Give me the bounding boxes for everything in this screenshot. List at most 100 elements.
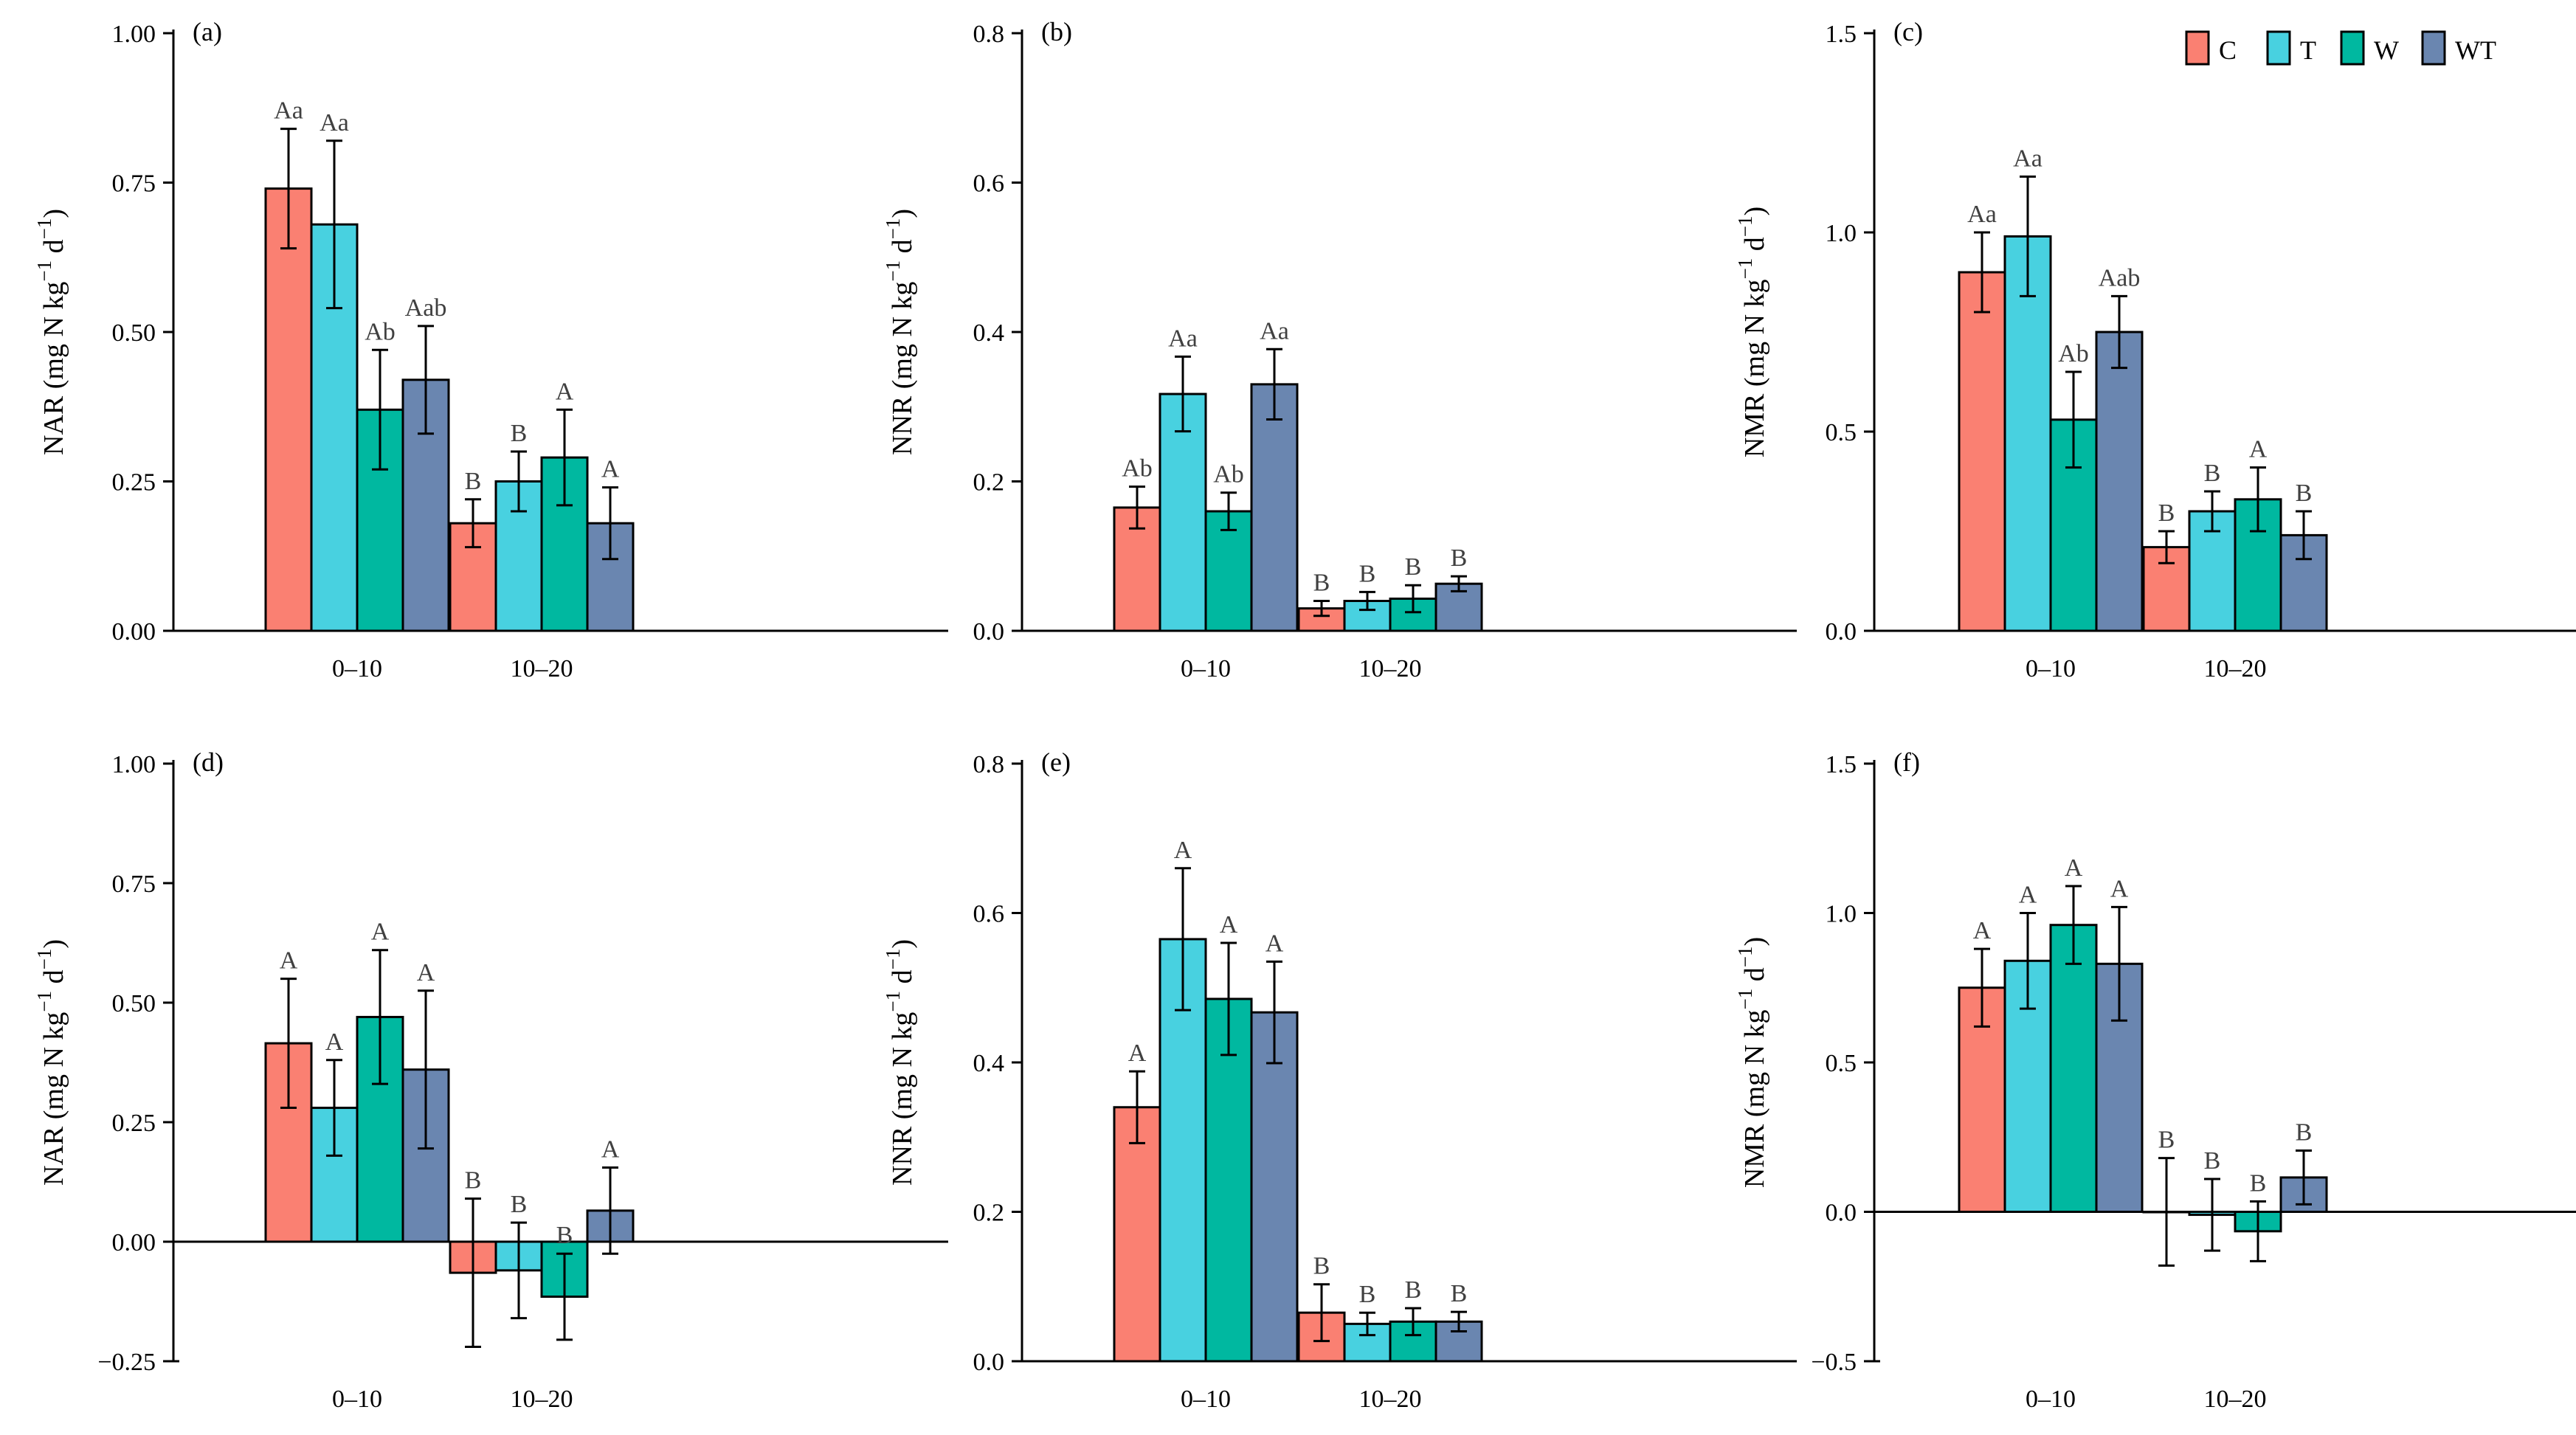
significance-letter: A <box>601 1136 620 1163</box>
significance-letter: Aa <box>1260 317 1289 345</box>
y-tick-label: 0.50 <box>112 319 156 347</box>
significance-letter: B <box>2204 1147 2221 1175</box>
significance-letter: A <box>2249 436 2268 463</box>
y-tick-label: 0.5 <box>1826 1050 1857 1077</box>
panel-label: (b) <box>1041 17 1072 46</box>
bar-C-depth-0-10 <box>264 187 313 632</box>
significance-letter: A <box>325 1028 344 1056</box>
x-tick-label: 0–10 <box>332 1386 382 1413</box>
x-tick-label: 0–10 <box>332 655 382 682</box>
x-tick-label: 0–10 <box>1181 1386 1231 1413</box>
significance-letter: A <box>2019 882 2037 909</box>
panel-b: 0.0 0.2 0.4 0.6 0.8 NNR (mg N kg−1 d−1) (b) Ab A… <box>882 17 1797 682</box>
significance-letter: B <box>2250 1169 2267 1197</box>
significance-letter: B <box>511 420 528 447</box>
y-tick-label: 0.4 <box>973 319 1005 347</box>
significance-letter: A <box>1220 911 1238 938</box>
y-tick-label: 0.25 <box>112 469 156 497</box>
bar-C-depth-0-10 <box>1113 1106 1161 1363</box>
panel-label: (a) <box>193 17 222 46</box>
y-axis-title: NAR (mg N kg−1 d−1) <box>33 209 69 455</box>
y-axis-title: NMR (mg N kg−1 d−1) <box>1734 207 1770 457</box>
y-tick-label: 0.50 <box>112 990 156 1017</box>
x-tick-label: 10–20 <box>1359 1386 1422 1413</box>
y-tick-label: 0.8 <box>973 21 1005 48</box>
significance-letter: B <box>556 1222 573 1249</box>
panel-label: (c) <box>1893 17 1923 46</box>
panel-a: 0.00 0.25 0.50 0.75 1.00 NAR (mg N kg−1 d−1) (… <box>33 17 948 682</box>
significance-letter: Aa <box>274 97 303 125</box>
significance-letter: B <box>1405 553 1422 581</box>
bar-W-depth-0-10 <box>1204 510 1253 632</box>
y-tick-label: 0.75 <box>112 170 156 198</box>
x-tick-label: 10–20 <box>511 1386 573 1413</box>
legend-label-C: C <box>2219 35 2237 65</box>
significance-letter: Aa <box>2013 145 2043 172</box>
significance-letter: Aa <box>1967 201 1997 228</box>
significance-letter: B <box>511 1191 528 1218</box>
legend-swatch-C <box>2185 30 2210 66</box>
bar-WT-depth-0-10 <box>401 378 450 632</box>
y-tick-label: −0.25 <box>97 1349 156 1376</box>
x-tick-label: 0–10 <box>2026 655 2076 682</box>
significance-letter: A <box>2110 875 2129 902</box>
legend-label-WT: WT <box>2455 35 2496 65</box>
significance-letter: Aab <box>405 294 447 322</box>
legend-label-T: T <box>2300 35 2316 65</box>
significance-letter: Ab <box>2058 340 2089 367</box>
significance-letter: B <box>1359 560 1376 587</box>
significance-letter: A <box>417 959 435 986</box>
bar-WT-depth-0-10 <box>1250 383 1299 632</box>
y-tick-label: 0.2 <box>973 469 1005 497</box>
x-tick-label: 10–20 <box>511 655 573 682</box>
legend-swatch-T <box>2266 30 2291 66</box>
y-axis-title: NMR (mg N kg−1 d−1) <box>1734 937 1770 1188</box>
legend: C T W WT <box>2185 30 2496 66</box>
y-axis-title: NAR (mg N kg−1 d−1) <box>33 939 69 1186</box>
y-tick-label: 1.00 <box>112 21 156 48</box>
y-axis-title: NNR (mg N kg−1 d−1) <box>882 209 918 455</box>
significance-letter: A <box>1265 930 1284 957</box>
y-tick-label: 1.5 <box>1826 21 1857 48</box>
y-tick-label: 0.2 <box>973 1200 1005 1227</box>
significance-letter: B <box>1451 544 1468 572</box>
legend-swatch-W <box>2340 30 2365 66</box>
y-tick-label: 0.00 <box>112 618 156 646</box>
significance-letter: B <box>2204 460 2221 487</box>
significance-letter: B <box>1405 1276 1422 1304</box>
bar-T-depth-0-10 <box>2003 235 2052 632</box>
y-tick-label: 0.0 <box>1826 1200 1857 1227</box>
legend-label-W: W <box>2374 35 2399 65</box>
significance-letter: Ab <box>1122 455 1153 483</box>
bar-C-depth-0-10 <box>1958 271 2006 632</box>
bar-W-depth-0-10 <box>2049 924 2098 1213</box>
bar-W-depth-0-10 <box>356 408 404 632</box>
significance-letter: B <box>1359 1281 1376 1308</box>
significance-letter: B <box>465 1167 482 1194</box>
significance-letter: Ab <box>1213 461 1244 488</box>
significance-letter: Ab <box>365 318 396 345</box>
y-tick-label: 0.0 <box>973 1349 1005 1376</box>
y-tick-label: 0.8 <box>973 751 1005 778</box>
bar-T-depth-10-20 <box>2188 510 2237 632</box>
significance-letter: A <box>1973 917 1992 944</box>
significance-letter: B <box>2158 1127 2175 1154</box>
x-tick-label: 0–10 <box>2026 1386 2076 1413</box>
y-axis-title: NNR (mg N kg−1 d−1) <box>882 939 918 1186</box>
y-tick-label: 0.00 <box>112 1229 156 1256</box>
bar-WT-depth-10-20 <box>586 522 635 632</box>
x-tick-label: 10–20 <box>2204 1386 2267 1413</box>
y-tick-label: 1.0 <box>1826 220 1857 247</box>
significance-letter: Aa <box>320 109 349 136</box>
y-tick-label: 0.6 <box>973 901 1005 928</box>
x-tick-label: 10–20 <box>2204 655 2267 682</box>
x-tick-label: 10–20 <box>1359 655 1422 682</box>
significance-letter: B <box>1313 1253 1330 1280</box>
significance-letter: A <box>371 919 390 946</box>
legend-swatch-WT <box>2421 30 2446 66</box>
significance-letter: A <box>280 947 298 975</box>
y-tick-label: 0.5 <box>1826 419 1857 446</box>
